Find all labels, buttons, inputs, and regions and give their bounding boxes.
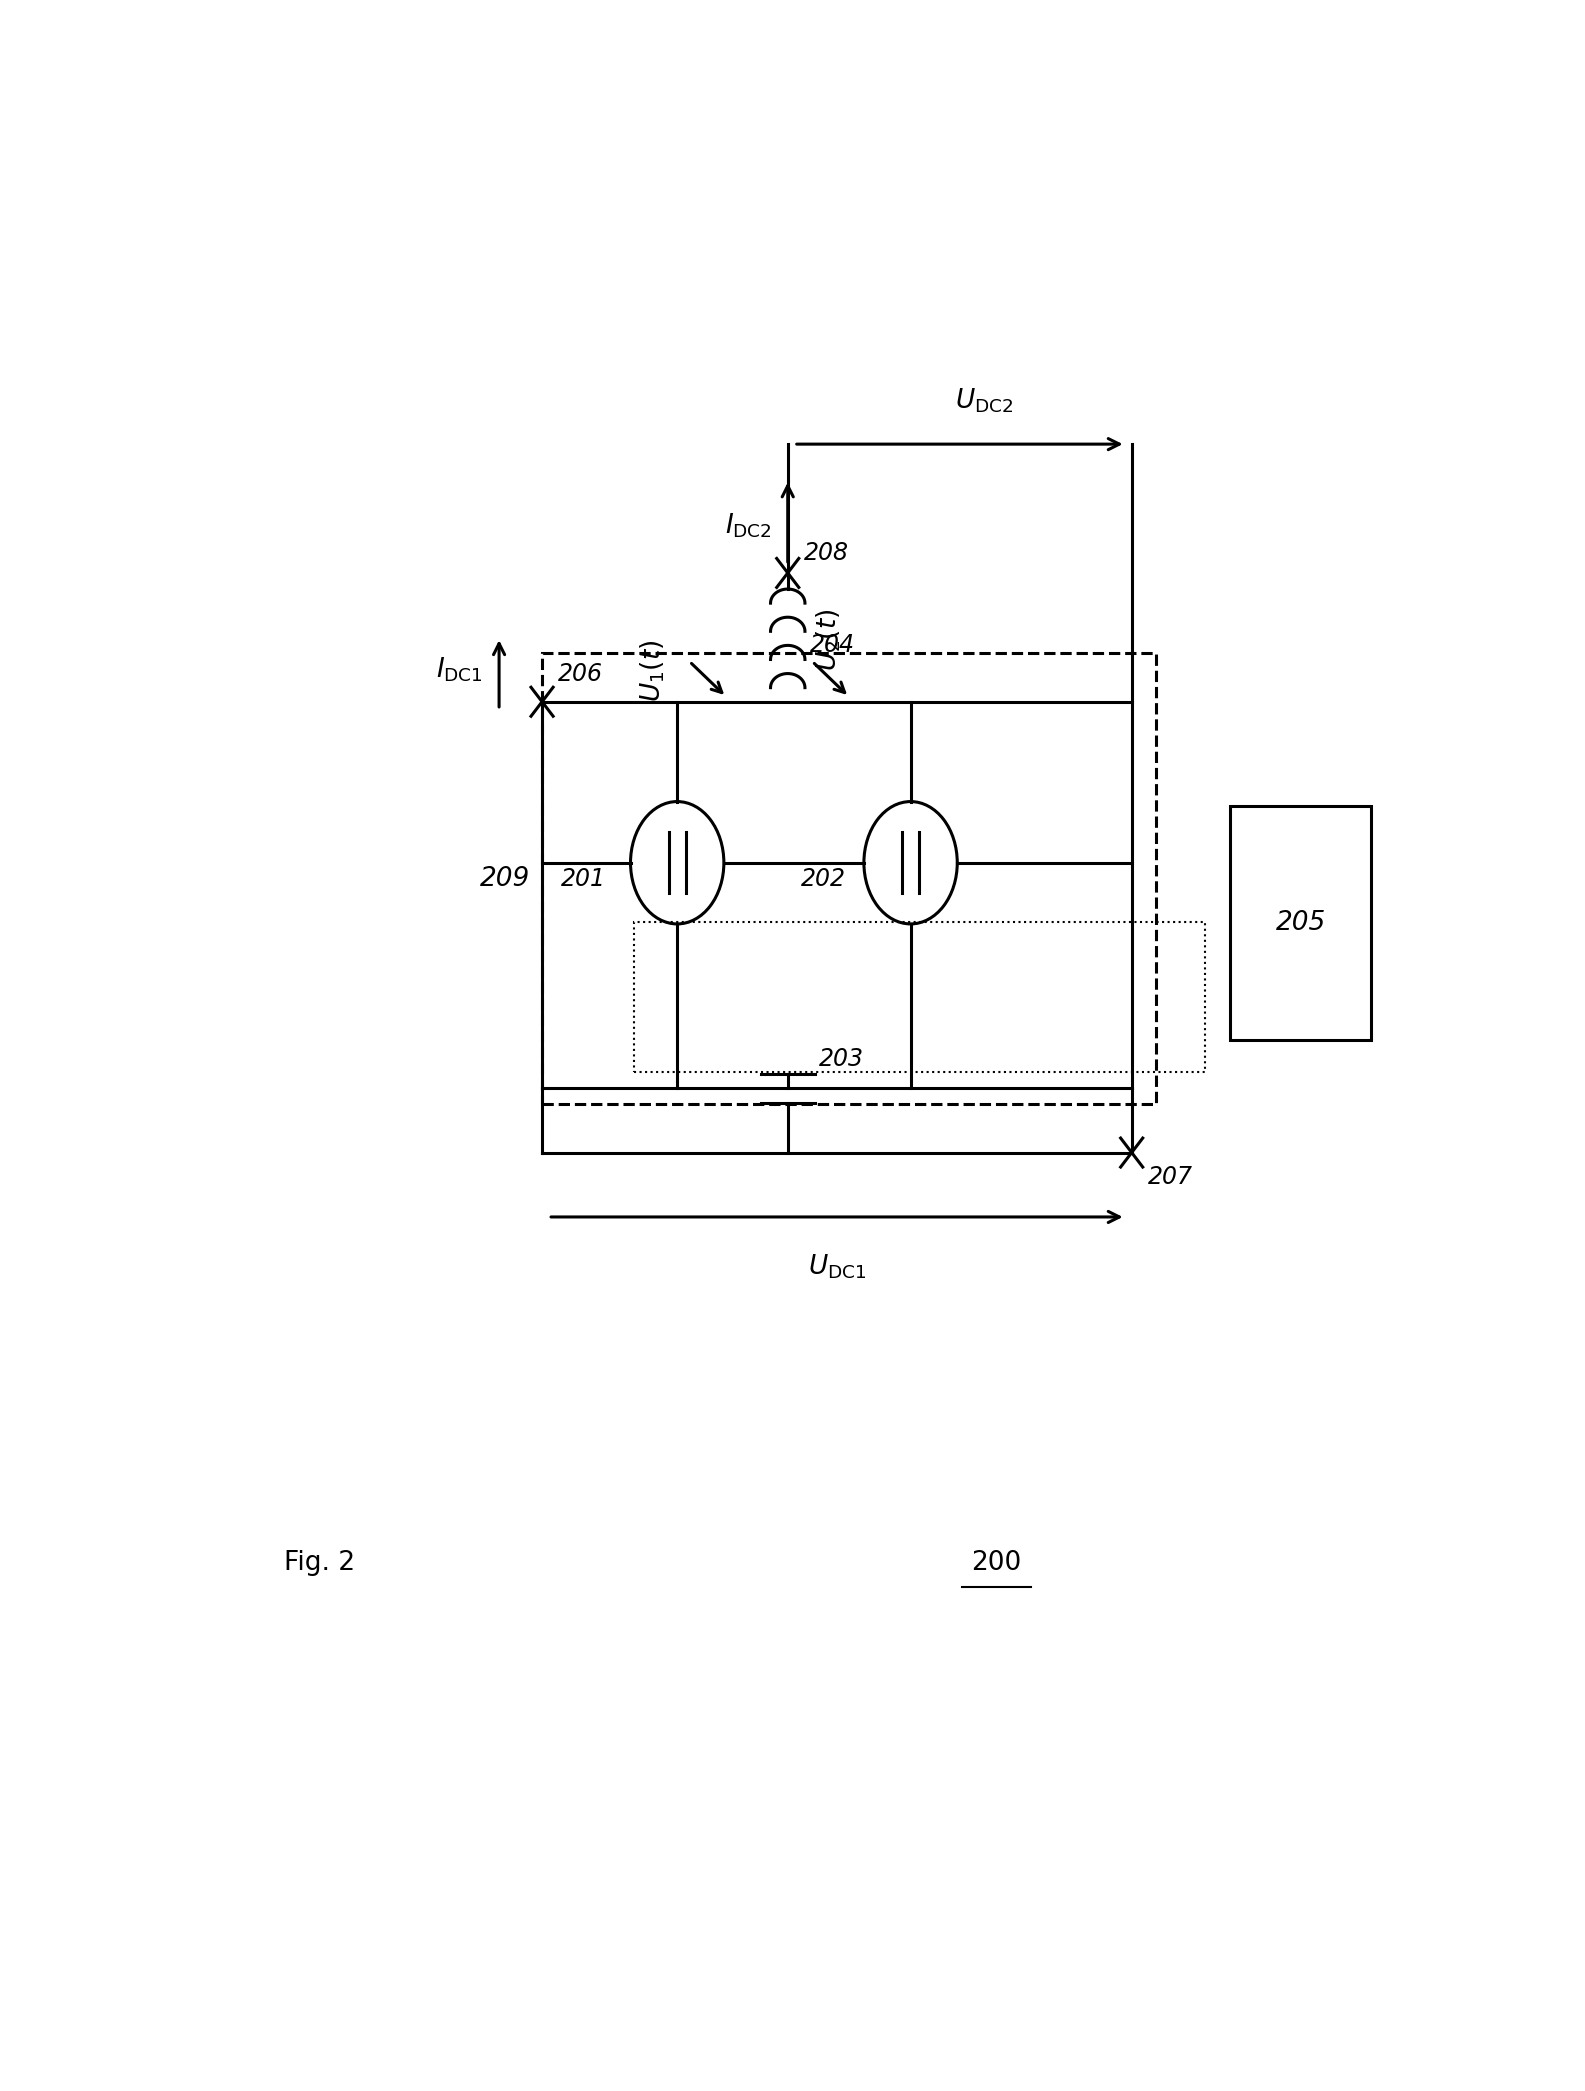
Bar: [1230, 807, 1371, 1039]
Text: $U_{\mathrm{DC1}}$: $U_{\mathrm{DC1}}$: [808, 1253, 865, 1282]
Text: $U_{\mathrm{DC2}}$: $U_{\mathrm{DC2}}$: [956, 387, 1013, 416]
Text: 206: 206: [558, 661, 602, 686]
Text: $U_2(t)$: $U_2(t)$: [815, 608, 843, 671]
Bar: [542, 652, 1157, 1104]
Text: 208: 208: [804, 542, 848, 565]
Text: 207: 207: [1148, 1165, 1192, 1190]
Text: $I_{\mathrm{DC2}}$: $I_{\mathrm{DC2}}$: [724, 512, 772, 539]
Text: $I_{\mathrm{DC1}}$: $I_{\mathrm{DC1}}$: [436, 654, 483, 684]
Text: 203: 203: [818, 1048, 864, 1071]
Text: 204: 204: [810, 634, 854, 657]
Bar: [634, 922, 1205, 1073]
Text: 205: 205: [1276, 910, 1325, 937]
Text: $U_1(t)$: $U_1(t)$: [639, 640, 667, 703]
Text: 200: 200: [972, 1549, 1022, 1577]
Text: 201: 201: [561, 868, 605, 891]
Text: 209: 209: [480, 866, 529, 893]
Text: 202: 202: [800, 868, 845, 891]
Text: Fig. 2: Fig. 2: [284, 1549, 355, 1577]
